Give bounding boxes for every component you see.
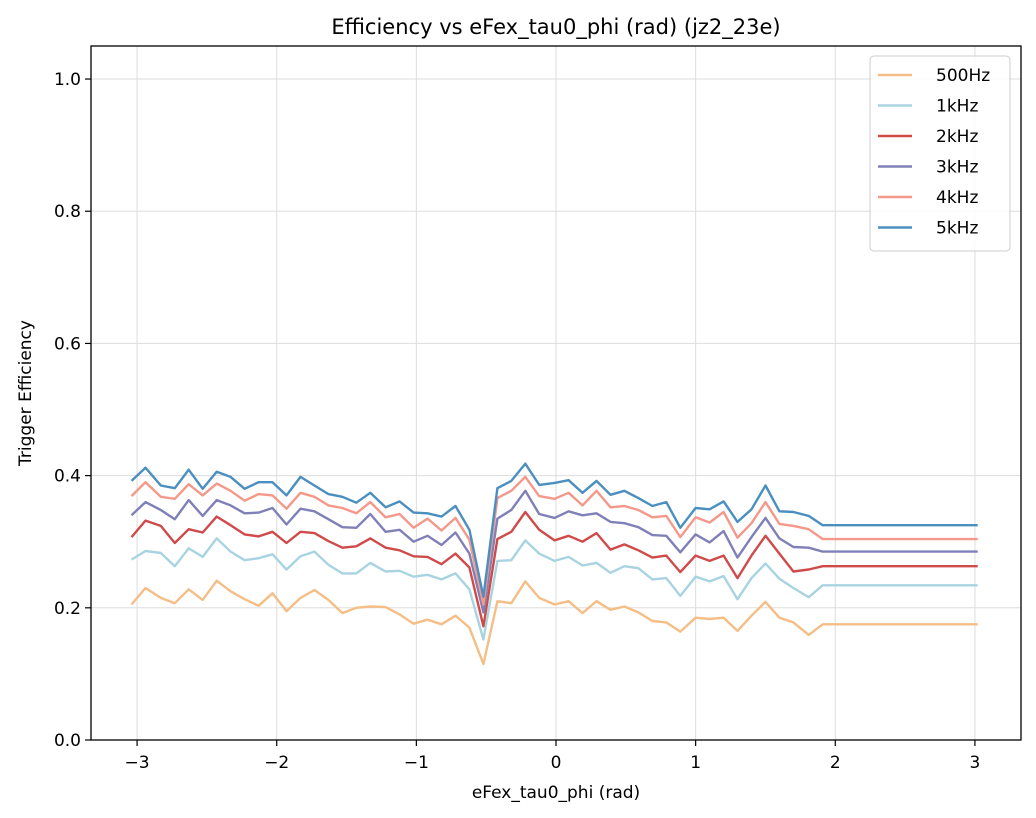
x-tick-label: 1 xyxy=(690,753,701,773)
y-tick-label: 0.2 xyxy=(54,599,81,619)
y-tick-label: 0.0 xyxy=(54,731,81,751)
legend-label: 4kHz xyxy=(936,188,978,208)
legend-label: 5kHz xyxy=(936,219,978,239)
tick-layer: −3 −2 −1 0 1 2 3 0.0 0.2 0.4 0.6 0.8 1.0 xyxy=(54,70,980,773)
series-line-5kHz xyxy=(130,462,978,598)
y-axis-title: Trigger Efficiency xyxy=(16,320,36,467)
series-line-3kHz xyxy=(130,489,978,614)
chart-title: Efficiency vs eFex_tau0_phi (rad) (jz2_2… xyxy=(331,15,780,40)
y-tick-label: 0.4 xyxy=(54,467,81,487)
x-tick-label: 3 xyxy=(970,753,981,773)
legend-label: 500Hz xyxy=(936,66,990,86)
legend-label: 3kHz xyxy=(936,158,978,178)
legend-label: 2kHz xyxy=(936,127,978,147)
x-tick-label: 0 xyxy=(551,753,562,773)
x-tick-label: 2 xyxy=(830,753,841,773)
x-tick-label: −1 xyxy=(404,753,429,773)
x-axis-title: eFex_tau0_phi (rad) xyxy=(472,783,640,803)
y-tick-label: 1.0 xyxy=(54,70,81,90)
series-line-2kHz xyxy=(130,510,978,628)
y-tick-label: 0.8 xyxy=(54,202,81,222)
x-tick-label: −2 xyxy=(264,753,289,773)
series-line-1kHz xyxy=(130,537,978,641)
series-layer xyxy=(130,462,978,666)
series-line-4kHz xyxy=(130,475,978,606)
y-tick-label: 0.6 xyxy=(54,334,81,354)
series-line-500Hz xyxy=(130,579,978,666)
x-tick-label: −3 xyxy=(125,753,150,773)
legend: 500Hz 1kHz 2kHz 3kHz 4kHz 5kHz xyxy=(869,55,1011,252)
legend-label: 1kHz xyxy=(936,97,978,117)
